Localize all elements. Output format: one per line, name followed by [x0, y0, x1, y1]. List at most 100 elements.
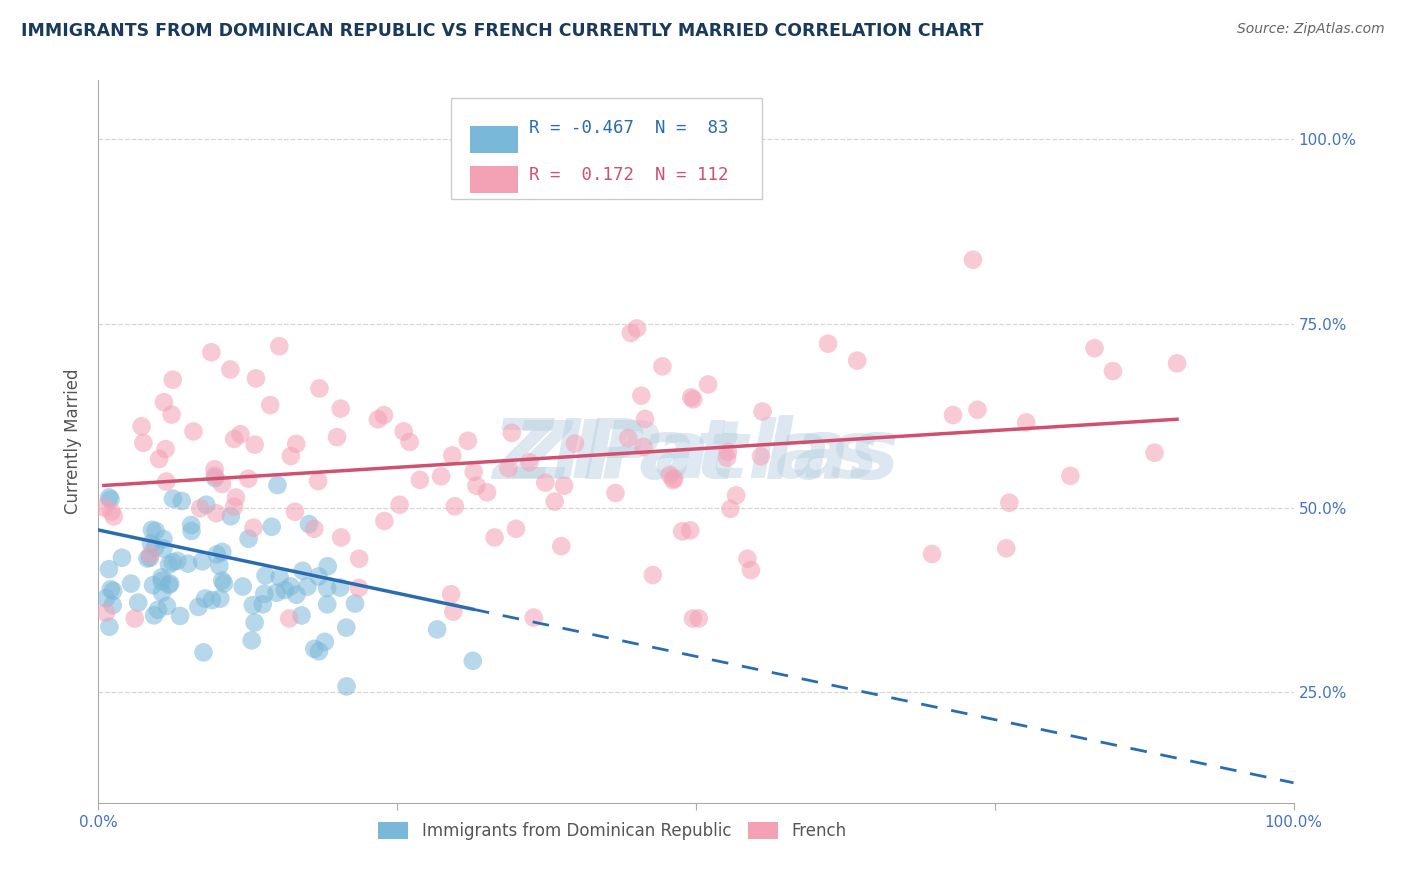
Point: [187, 599, 209, 614]
Point: [347, 581, 370, 595]
Point: [335, 621, 357, 635]
Point: [316, 581, 339, 595]
Point: [269, 570, 291, 584]
Point: [225, 491, 247, 505]
Point: [101, 598, 124, 612]
Point: [662, 472, 685, 486]
Point: [100, 492, 122, 507]
Point: [155, 475, 177, 489]
Point: [1143, 446, 1166, 460]
Point: [253, 587, 276, 601]
Text: IMMIGRANTS FROM DOMINICAN REPUBLIC VS FRENCH CURRENTLY MARRIED CORRELATION CHART: IMMIGRANTS FROM DOMINICAN REPUBLIC VS FR…: [21, 22, 983, 40]
Point: [142, 578, 165, 592]
Point: [330, 531, 353, 545]
Point: [278, 611, 301, 625]
Point: [347, 551, 370, 566]
Point: [543, 494, 565, 508]
Point: [153, 395, 176, 409]
Point: [751, 404, 773, 418]
Point: [157, 558, 180, 572]
Point: [688, 611, 710, 625]
FancyBboxPatch shape: [451, 98, 762, 200]
Point: [124, 611, 146, 625]
Point: [717, 445, 740, 459]
Point: [550, 539, 572, 553]
Point: [641, 568, 664, 582]
Point: [160, 408, 183, 422]
Point: [180, 524, 202, 538]
Point: [285, 588, 308, 602]
Point: [252, 597, 274, 611]
Text: R = -0.467  N =  83: R = -0.467 N = 83: [529, 119, 728, 136]
Point: [749, 450, 772, 464]
Point: [921, 547, 943, 561]
Point: [146, 603, 169, 617]
Point: [343, 597, 366, 611]
Point: [308, 644, 330, 658]
Point: [336, 679, 359, 693]
Point: [177, 557, 200, 571]
Point: [498, 461, 520, 475]
Point: [145, 524, 167, 538]
Point: [201, 593, 224, 607]
Point: [103, 509, 125, 524]
Point: [290, 608, 312, 623]
Point: [100, 582, 122, 597]
Point: [148, 452, 170, 467]
Point: [523, 610, 546, 624]
Text: ZIPat las: ZIPat las: [492, 416, 900, 497]
Point: [716, 450, 738, 465]
Point: [620, 326, 643, 340]
Point: [191, 554, 214, 568]
Point: [193, 645, 215, 659]
Point: [280, 579, 302, 593]
Text: ZIPatlas: ZIPatlas: [513, 417, 879, 495]
Legend: Immigrants from Dominican Republic, French: Immigrants from Dominican Republic, Fren…: [370, 814, 855, 848]
Point: [242, 598, 264, 612]
Point: [150, 574, 173, 588]
Point: [162, 491, 184, 506]
Point: [269, 339, 291, 353]
Point: [298, 517, 321, 532]
Point: [93, 500, 115, 515]
Point: [291, 564, 314, 578]
Point: [242, 521, 264, 535]
Point: [634, 412, 657, 426]
Point: [465, 479, 488, 493]
Point: [1015, 416, 1038, 430]
Point: [139, 550, 162, 565]
Point: [259, 398, 281, 412]
Point: [308, 569, 330, 583]
Point: [141, 523, 163, 537]
Point: [150, 585, 173, 599]
Point: [1166, 356, 1188, 370]
Point: [392, 425, 415, 439]
Point: [388, 498, 411, 512]
Point: [297, 580, 319, 594]
Point: [671, 524, 693, 539]
Point: [266, 478, 288, 492]
Point: [212, 576, 235, 591]
Point: [409, 473, 432, 487]
Point: [205, 547, 228, 561]
Point: [240, 633, 263, 648]
Point: [441, 449, 464, 463]
FancyBboxPatch shape: [470, 166, 517, 193]
Point: [143, 540, 166, 554]
Point: [159, 576, 181, 591]
Point: [94, 606, 117, 620]
Point: [285, 437, 308, 451]
Y-axis label: Currently Married: Currently Married: [65, 368, 83, 515]
Point: [188, 501, 211, 516]
Point: [200, 345, 222, 359]
Point: [162, 373, 184, 387]
Point: [484, 531, 506, 545]
Point: [238, 532, 260, 546]
Point: [658, 467, 681, 482]
Point: [444, 500, 467, 514]
Point: [150, 570, 173, 584]
Point: [430, 469, 453, 483]
Point: [194, 591, 217, 606]
Point: [254, 568, 277, 582]
Point: [156, 599, 179, 613]
